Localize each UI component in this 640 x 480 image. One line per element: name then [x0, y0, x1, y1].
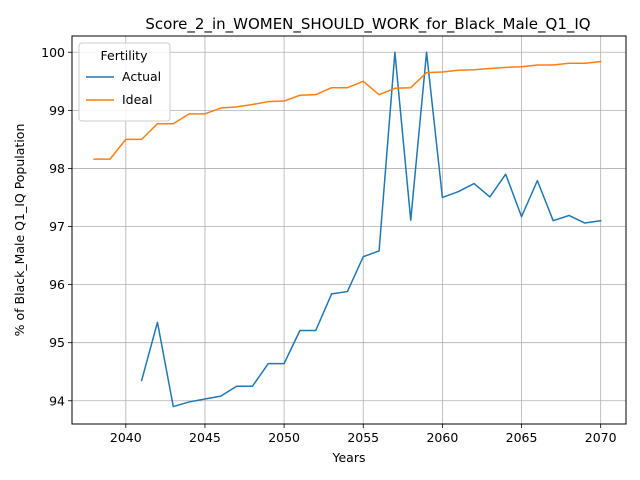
y-tick-label: 94 [49, 393, 65, 408]
y-tick-label: 95 [49, 335, 65, 350]
x-axis-label: Years [332, 450, 366, 465]
x-tick-label: 2065 [506, 430, 538, 445]
series-layer [93, 51, 602, 408]
series-line-ideal [93, 60, 602, 160]
x-tick-label: 2045 [189, 430, 221, 445]
chart-title: Score_2_in_WOMEN_SHOULD_WORK_for_Black_M… [145, 15, 590, 34]
y-axis-label: % of Black_Male Q1_IQ Population [12, 124, 27, 337]
x-tick-label: 2060 [426, 430, 458, 445]
legend-label-actual: Actual [122, 69, 161, 84]
y-tick-label: 96 [49, 277, 65, 292]
x-tick-label: 2055 [347, 430, 379, 445]
y-tick-label: 97 [49, 219, 65, 234]
plot-frame [71, 35, 627, 425]
y-tick-label: 98 [49, 161, 65, 176]
y-tick-label: 99 [49, 103, 65, 118]
series-line-actual [140, 51, 602, 408]
legend: Fertility Actual Ideal [78, 42, 171, 122]
x-tick-label: 2040 [110, 430, 142, 445]
x-axis: 2040 2045 2050 2055 2060 2065 2070 [110, 424, 617, 445]
x-tick-label: 2070 [585, 430, 617, 445]
y-axis: 94 95 96 97 98 99 100 [41, 45, 72, 408]
y-tick-label: 100 [41, 45, 65, 60]
legend-title: Fertility [101, 48, 149, 63]
x-tick-label: 2050 [268, 430, 300, 445]
legend-label-ideal: Ideal [122, 92, 152, 107]
legend-box [78, 42, 171, 122]
